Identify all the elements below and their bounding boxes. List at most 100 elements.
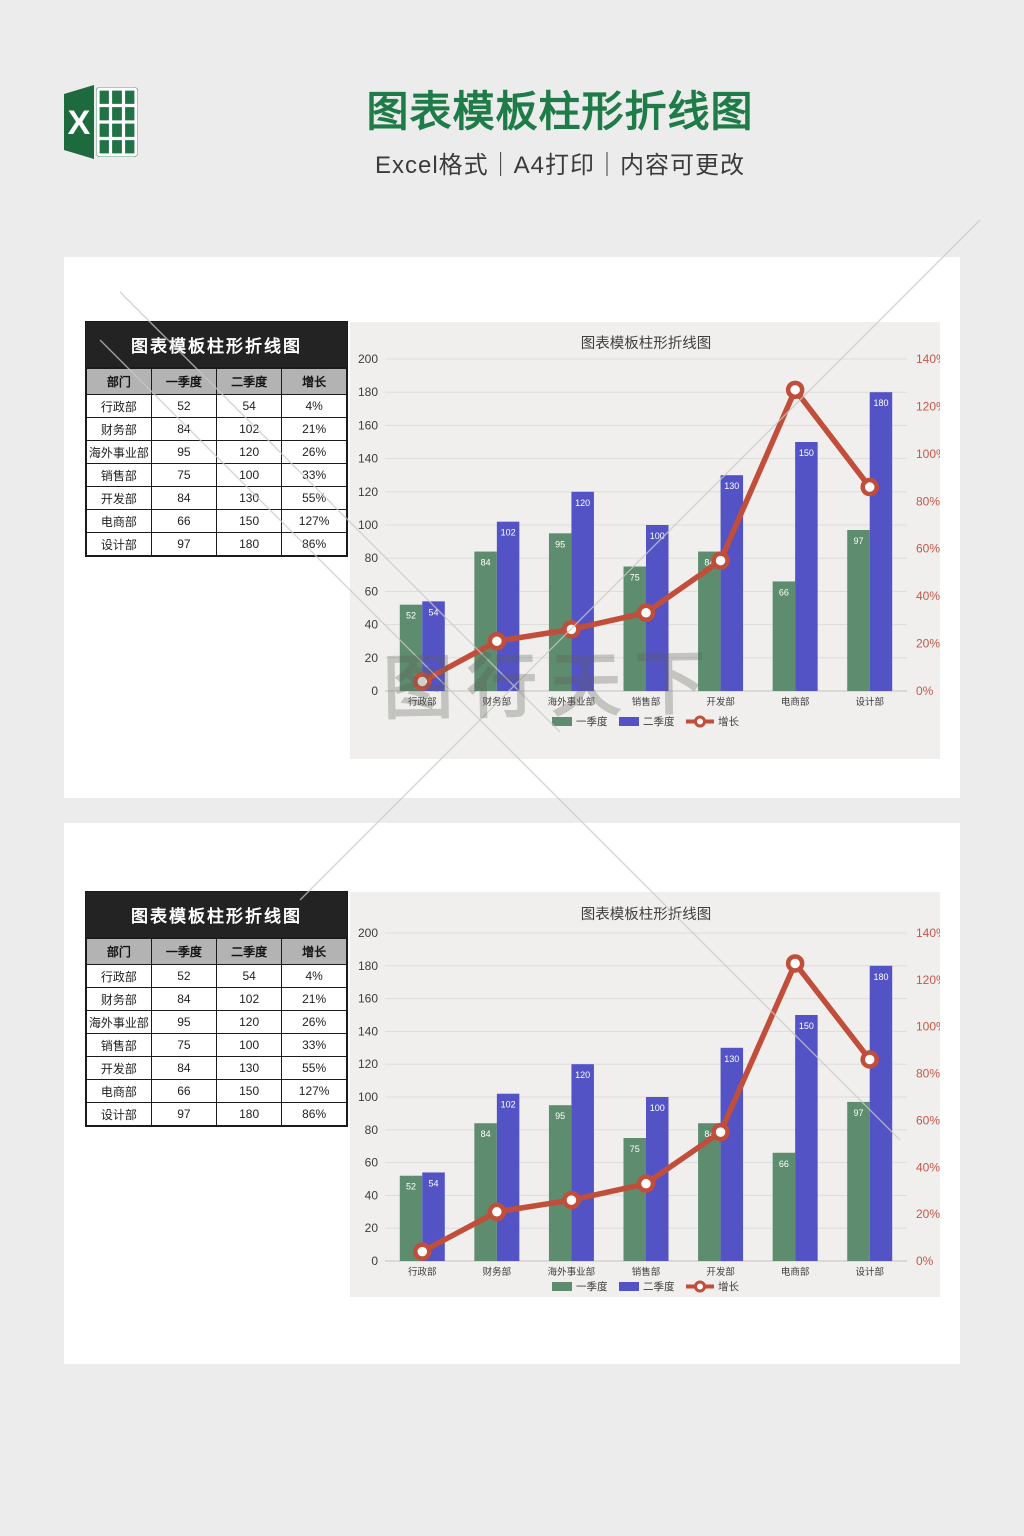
right-axis-label: 120%	[916, 399, 940, 413]
q2-bar	[496, 521, 520, 691]
growth-marker	[785, 380, 805, 400]
left-axis-label: 140	[358, 1024, 378, 1038]
table-cell: 销售部	[85, 1033, 152, 1057]
right-axis-label: 20%	[916, 637, 940, 651]
page-subtitle: Excel格式｜A4打印｜内容可更改	[374, 152, 746, 180]
table-header-row: 部门 一季度 二季度 增长	[85, 937, 348, 965]
data-table: 部门 一季度 二季度 增长 行政部 52 54 4% 财务部 84 102 21% 海外事业部 95 120…	[85, 937, 348, 1127]
table-cell: 4%	[281, 394, 348, 418]
table-cell: 95	[150, 440, 218, 464]
table-row: 设计部 97 180 86%	[85, 1102, 348, 1127]
table-cell: 86%	[281, 532, 348, 557]
table-row: 开发部 84 130 55%	[85, 486, 348, 510]
q2-bar	[496, 1093, 520, 1261]
table-row: 海外事业部 95 120 26%	[85, 440, 348, 464]
column-header: 二季度	[215, 367, 283, 395]
bar-value-label: 150	[799, 1021, 814, 1031]
legend-swatch-q2	[619, 717, 639, 726]
right-axis-label: 20%	[916, 1207, 940, 1221]
q2-bar	[869, 392, 893, 691]
right-axis-label: 120%	[916, 973, 940, 987]
x-axis-label: 财务部	[483, 1266, 512, 1278]
column-header: 部门	[85, 367, 152, 395]
template-preview-card-2: 图表模板柱形折线图 部门 一季度 二季度 增长 行政部 52 54 4% 财务部 84 102 21%…	[64, 823, 960, 1364]
bar-value-label: 120	[575, 1070, 590, 1080]
table-cell: 55%	[281, 1056, 348, 1080]
right-axis-label: 140%	[916, 352, 940, 366]
excel-logo-letter: X	[68, 104, 91, 142]
bar-value-label: 100	[650, 531, 665, 541]
bar-value-label: 95	[555, 1111, 565, 1121]
bar-value-label: 54	[429, 607, 439, 617]
q1-bar	[698, 1123, 721, 1261]
table-cell: 设计部	[85, 1102, 152, 1127]
column-header: 二季度	[215, 937, 283, 965]
left-axis-label: 180	[358, 385, 378, 399]
table-row: 设计部 97 180 86%	[85, 532, 348, 557]
table-cell: 180	[215, 1102, 283, 1127]
page-header: 图表模板柱形折线图 Excel格式｜A4打印｜内容可更改	[112, 88, 1008, 180]
q1-bar	[772, 1152, 796, 1261]
table-cell: 95	[150, 1010, 218, 1034]
table-row: 开发部 84 130 55%	[85, 1056, 348, 1080]
left-axis-label: 20	[365, 651, 379, 665]
table-cell: 行政部	[85, 394, 152, 418]
table-cell: 102	[215, 417, 283, 441]
table-cell: 127%	[281, 509, 348, 533]
growth-marker	[860, 1050, 879, 1069]
growth-marker	[860, 477, 879, 497]
excel-logo-gridlines	[96, 87, 138, 157]
bar-value-label: 180	[873, 972, 888, 982]
left-axis-label: 140	[358, 452, 378, 466]
table-cell: 财务部	[85, 417, 152, 441]
legend-swatch-q2	[619, 1282, 639, 1291]
q2-bar	[720, 475, 744, 691]
x-axis-label: 海外事业部	[548, 696, 596, 708]
table-row: 财务部 84 102 21%	[85, 987, 348, 1011]
column-header: 一季度	[150, 937, 218, 965]
chart-box: 图表模板柱形折线图 0 20 40 60 80 100 120 140 160 180 200 0% 20…	[350, 892, 940, 1297]
column-header: 增长	[281, 367, 348, 395]
table-cell: 130	[215, 486, 283, 510]
right-axis-label: 80%	[916, 494, 940, 508]
data-table-block: 图表模板柱形折线图 部门 一季度 二季度 增长 行政部 52 54 4% 财务部 84 102 21%…	[85, 891, 348, 1127]
legend-label: 增长	[718, 715, 739, 728]
bar-value-label: 120	[575, 498, 590, 508]
table-cell: 130	[215, 1056, 283, 1080]
table-cell: 21%	[281, 417, 348, 441]
table-row: 销售部 75 100 33%	[85, 1033, 348, 1057]
x-axis-label: 财务部	[483, 696, 512, 708]
chart-title: 图表模板柱形折线图	[581, 334, 712, 352]
table-cell: 财务部	[85, 987, 152, 1011]
right-axis-label: 60%	[916, 1113, 940, 1127]
excel-logo-front-sheet	[64, 85, 94, 159]
chart-title: 图表模板柱形折线图	[581, 905, 712, 923]
table-cell: 设计部	[85, 532, 152, 557]
chart-box: 图表模板柱形折线图 0 20 40 60 80 100 120 140 160 180 200 0% 20…	[350, 322, 940, 759]
bar-value-label: 75	[630, 573, 640, 583]
table-title: 图表模板柱形折线图	[85, 891, 348, 937]
table-cell: 180	[215, 532, 283, 557]
right-axis-label: 80%	[916, 1067, 940, 1081]
bar-value-label: 84	[481, 558, 491, 568]
table-title: 图表模板柱形折线图	[85, 321, 348, 367]
bar-value-label: 52	[406, 611, 416, 621]
table-cell: 开发部	[85, 1056, 152, 1080]
left-axis-label: 0	[371, 1254, 378, 1268]
table-row: 电商部 66 150 127%	[85, 1079, 348, 1103]
column-header: 部门	[85, 937, 152, 965]
growth-marker	[636, 603, 656, 622]
q2-bar	[795, 442, 818, 691]
table-cell: 75	[150, 463, 218, 487]
q1-bar	[623, 1138, 646, 1261]
q2-bar	[869, 965, 893, 1261]
data-table: 部门 一季度 二季度 增长 行政部 52 54 4% 财务部 84 102 21% 海外事业部 95 120…	[85, 367, 348, 557]
bar-value-label: 102	[501, 1100, 516, 1110]
bar-value-label: 150	[799, 448, 814, 458]
table-cell: 66	[150, 509, 218, 533]
q1-bar	[847, 1101, 870, 1261]
table-cell: 52	[150, 964, 218, 988]
table-cell: 电商部	[85, 1079, 152, 1103]
legend-label: 一季度	[576, 1280, 608, 1293]
